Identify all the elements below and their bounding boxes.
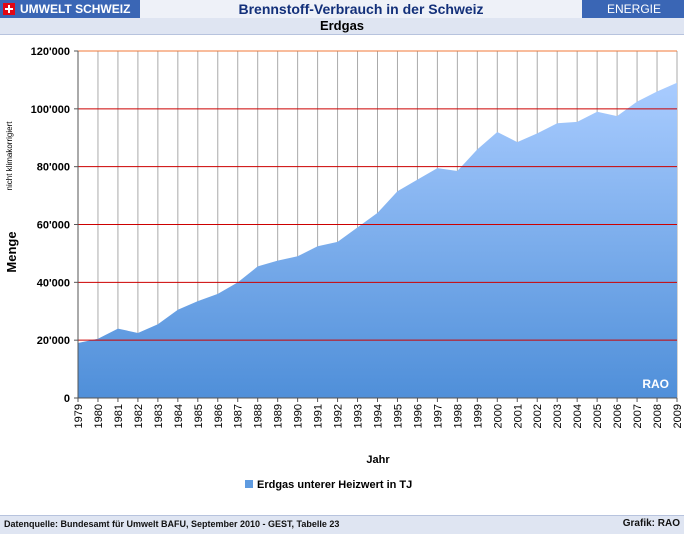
area-chart: 020'00040'00060'00080'000100'000120'000 …: [4, 46, 684, 491]
y-tick-label: 0: [64, 393, 70, 405]
x-tick-label: 2006: [612, 404, 624, 428]
y-tick-label: 60'000: [37, 220, 70, 232]
x-tick-label: 1979: [73, 404, 85, 428]
x-tick-label: 1997: [432, 404, 444, 428]
x-tick-label: 1992: [333, 404, 345, 428]
x-tick-label: 1980: [93, 404, 105, 428]
x-tick-label: 1986: [213, 404, 225, 428]
chart-subtitle: Erdgas: [319, 18, 365, 33]
x-tick-label: 2003: [552, 404, 564, 428]
x-tick-label: 1994: [373, 404, 385, 428]
data-source: Datenquelle: Bundesamt für Umwelt BAFU, …: [4, 519, 340, 529]
y-axis-note: nicht klimakorrigiert: [5, 121, 14, 191]
y-tick-label: 20'000: [37, 335, 70, 347]
x-tick-label: 2007: [632, 404, 644, 428]
legend: Erdgas unterer Heizwert in TJ: [245, 479, 412, 491]
footer-bar: Datenquelle: Bundesamt für Umwelt BAFU, …: [0, 515, 684, 534]
x-tick-label: 1983: [153, 404, 165, 428]
x-tick-label: 1981: [113, 404, 125, 428]
x-tick-label: 1987: [233, 404, 245, 428]
x-tick-label: 1993: [353, 404, 365, 428]
x-tick-label: 2001: [512, 404, 524, 428]
x-tick-label: 1985: [193, 404, 205, 428]
x-tick-label: 2000: [492, 404, 504, 428]
x-tick-label: 2002: [532, 404, 544, 428]
y-tick-label: 80'000: [37, 162, 70, 174]
section-tab-energie[interactable]: ENERGIE: [584, 0, 684, 18]
brand-label: UMWELT SCHWEIZ: [20, 2, 131, 16]
x-tick-label: 2008: [652, 404, 664, 428]
x-tick-label: 1982: [133, 404, 145, 428]
series-area-erdgas: [78, 82, 677, 398]
y-tick-label: 40'000: [37, 277, 70, 289]
swiss-flag-icon: [3, 3, 15, 15]
x-tick-label: 1991: [313, 404, 325, 428]
y-tick-label: 120'000: [31, 46, 70, 58]
x-tick-label: 1984: [173, 404, 185, 428]
brand-badge[interactable]: UMWELT SCHWEIZ: [0, 0, 138, 18]
y-tick-label: 100'000: [31, 104, 70, 116]
x-tick-label: 1995: [392, 404, 404, 428]
x-tick-label: 1990: [293, 404, 305, 428]
x-tick-label: 2004: [572, 404, 584, 428]
x-tick-label: 1999: [472, 404, 484, 428]
y-axis-label: Menge: [4, 231, 19, 272]
x-tick-label: 1998: [452, 404, 464, 428]
x-tick-label: 2009: [672, 404, 684, 428]
x-axis-label: Jahr: [366, 454, 390, 466]
x-tick-label: 1996: [412, 404, 424, 428]
header-bar: UMWELT SCHWEIZ Brennstoff-Verbrauch in d…: [0, 0, 684, 18]
watermark-label: RAO: [642, 377, 669, 391]
page-title: Brennstoff-Verbrauch in der Schweiz: [140, 0, 582, 18]
x-tick-label: 1989: [273, 404, 285, 428]
x-tick-label: 2005: [592, 404, 604, 428]
subtitle-bar: Erdgas: [0, 18, 684, 35]
graphic-credit: Grafik: RAO: [622, 518, 680, 529]
legend-swatch: [245, 480, 253, 488]
x-tick-label: 1988: [253, 404, 265, 428]
legend-label: Erdgas unterer Heizwert in TJ: [257, 479, 412, 491]
